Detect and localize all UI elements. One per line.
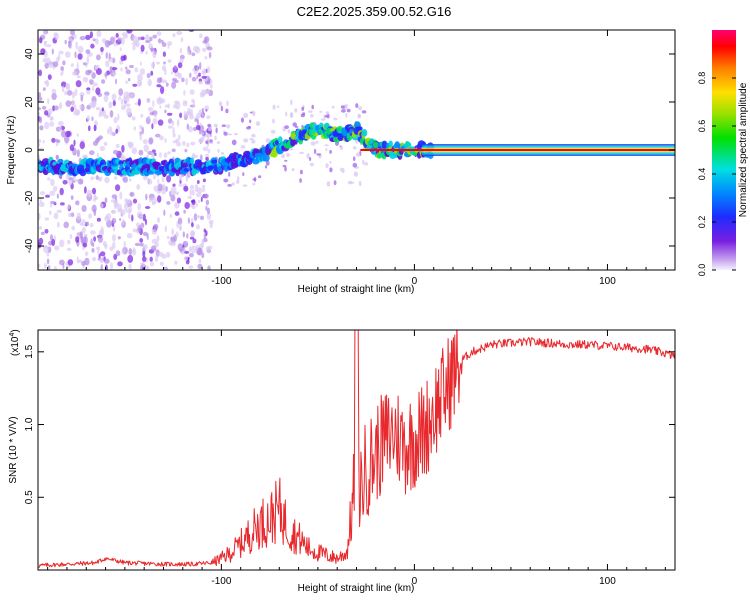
snr-ylabel: SNR (10 * V/V) xyxy=(8,416,19,483)
colorbar-tick-label: 0.2 xyxy=(697,216,707,229)
colorbar-tick-label: 0.6 xyxy=(697,120,707,133)
snr-xlabel: Height of straight line (km) xyxy=(298,583,415,594)
snr-ytick-label: 0.5 xyxy=(24,490,35,504)
spectrogram-ylabel: Frequency (Hz) xyxy=(6,116,17,185)
snr-axes: -100 0 100 0.5 1.0 1.5 xyxy=(24,330,675,587)
colorbar-tick-label: 0.0 xyxy=(697,264,707,277)
snr-multiplier-text: (x10 xyxy=(10,336,21,356)
colorbar: 0.0 0.2 0.4 0.6 0.8 Normalized spectral ampl… xyxy=(697,30,749,276)
spectrogram-xtick-label: -100 xyxy=(211,276,231,287)
snr-panel: -100 0 100 0.5 1.0 1.5 Height of straight lin… xyxy=(8,329,676,594)
snr-xtick-label: 100 xyxy=(599,576,616,587)
svg-text:(x104): (x104) xyxy=(9,329,21,356)
spectrogram-ytick-label: 20 xyxy=(24,96,35,108)
spectrogram-panel: -100 0 100 -40 -20 0 20 40 Height of straight l… xyxy=(6,29,676,295)
colorbar-tick-label: 0.4 xyxy=(697,168,707,181)
spectrogram-xtick-label: 100 xyxy=(599,276,616,287)
colorbar-gradient xyxy=(712,30,736,270)
spectrogram-xtick-label: 0 xyxy=(412,276,418,287)
spectrogram-axes: -100 0 100 -40 -20 0 20 40 xyxy=(24,30,675,287)
snr-multiplier-exp: 4 xyxy=(9,333,16,337)
colorbar-ticks: 0.0 0.2 0.4 0.6 0.8 xyxy=(697,72,736,277)
snr-series-line xyxy=(38,330,675,568)
colorbar-label: Normalized spectral amplitude xyxy=(738,82,749,217)
snr-xtick-label: -100 xyxy=(211,576,231,587)
colorbar-tick-label: 0.8 xyxy=(697,72,707,85)
spectrogram-image xyxy=(38,30,675,270)
snr-ytick-label: 1.0 xyxy=(24,417,35,431)
spectrogram-ytick-label: -20 xyxy=(24,190,35,205)
spectrogram-ytick-label: 40 xyxy=(24,48,35,60)
snr-multiplier: (x104) xyxy=(9,329,21,356)
snr-ytick-label: 1.5 xyxy=(24,344,35,358)
spectrogram-ytick-label: -40 xyxy=(24,238,35,253)
snr-xtick-label: 0 xyxy=(412,576,418,587)
spectrogram-xlabel: Height of straight line (km) xyxy=(298,284,415,295)
figure-title: C2E2.2025.359.00.52.G16 xyxy=(297,4,452,19)
spectrogram-ytick-label: 0 xyxy=(24,147,35,153)
